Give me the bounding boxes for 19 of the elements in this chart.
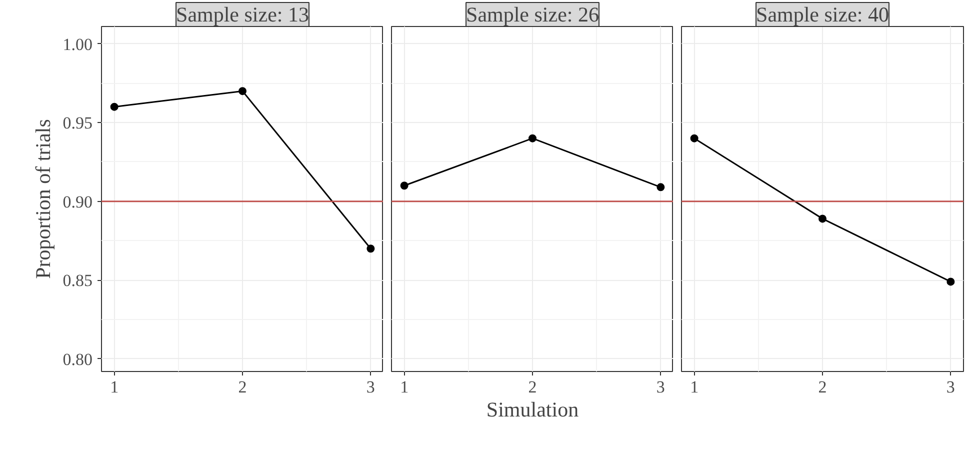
x-tick-label: 1 (690, 378, 699, 396)
x-tick-label: 2 (818, 378, 827, 396)
y-tick-label: 0.90 (62, 192, 92, 212)
x-tick-label: 2 (238, 378, 247, 396)
x-tick-label: 3 (366, 378, 375, 396)
x-tick-label: 1 (110, 378, 119, 396)
y-tick-label: 0.80 (62, 350, 92, 369)
x-tick-label: 3 (946, 378, 955, 396)
y-axis-title: Proportion of trials (30, 119, 55, 279)
x-tick-label: 2 (528, 378, 537, 396)
chart-title: Sample size: 26 (466, 2, 599, 26)
y-tick-label: 0.95 (62, 114, 92, 133)
chart-title: Sample size: 13 (176, 2, 309, 26)
y-tick-label: 0.85 (62, 271, 92, 290)
x-tick-label: 3 (656, 378, 665, 396)
chart-title: Sample size: 40 (756, 2, 889, 26)
y-tick-label: 1.00 (62, 34, 92, 54)
x-axis-title: Simulation (486, 398, 580, 422)
x-tick-label: 1 (400, 378, 409, 396)
